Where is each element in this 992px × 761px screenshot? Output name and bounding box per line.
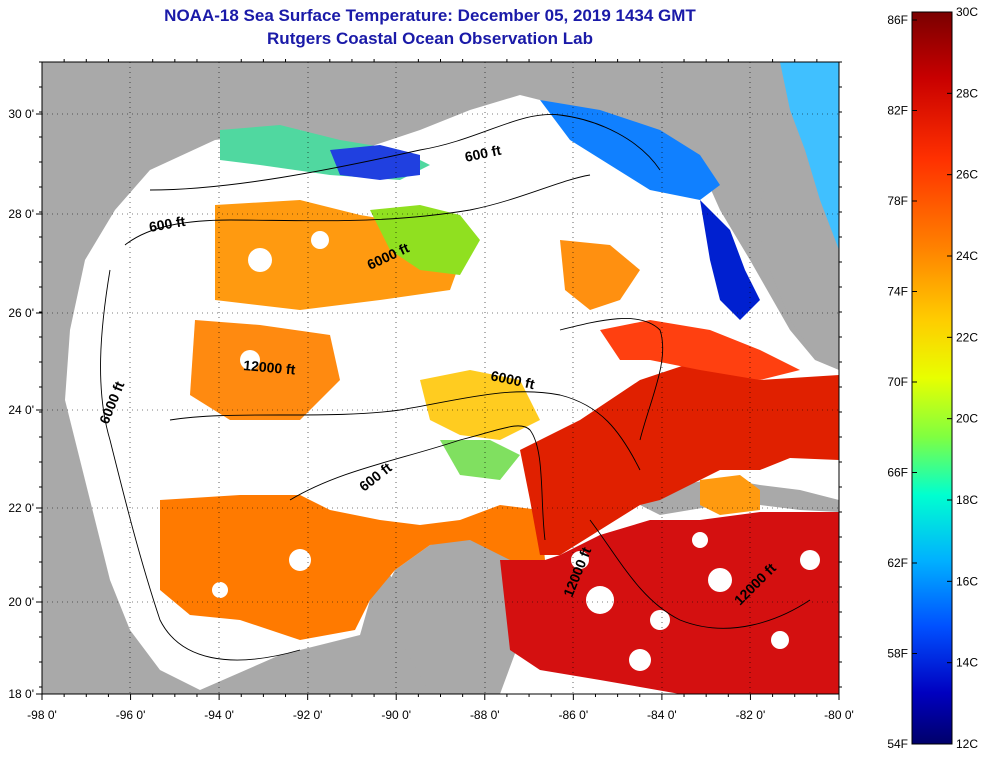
sst-patches (160, 62, 839, 694)
map-title: NOAA-18 Sea Surface Temperature: Decembe… (164, 6, 696, 25)
cloud-speckle (212, 231, 820, 671)
colorbar-f-label: 86F (887, 13, 908, 27)
y-tick-label: 28 0' (8, 207, 34, 221)
colorbar-celsius-labels: 30C 28C 26C 24C 22C 20C 18C 16C 14C 12C (947, 5, 978, 751)
contour-label: 12000 ft (243, 357, 297, 378)
y-tick-label: 30 0' (8, 107, 34, 121)
y-tick-label: 22 0' (8, 501, 34, 515)
colorbar-c-label: 28C (956, 86, 978, 100)
y-tick-label: 20 0' (8, 595, 34, 609)
y-axis-ticks: 30 0' 28 0' 26 0' 24 0' 22 0' 20 0' 18 0' (8, 61, 842, 701)
x-tick-label: -86 0' (559, 708, 589, 722)
x-tick-label: -84 0' (647, 708, 677, 722)
colorbar-f-label: 58F (887, 647, 908, 661)
colorbar-f-label: 70F (887, 375, 908, 389)
x-tick-label: -80 0' (824, 708, 854, 722)
colorbar-f-label: 74F (887, 285, 908, 299)
colorbar-f-label: 54F (887, 737, 908, 751)
colorbar-c-label: 20C (956, 412, 978, 426)
colorbar (911, 11, 953, 745)
colorbar-c-label: 12C (956, 737, 978, 751)
colorbar-c-label: 30C (956, 5, 978, 19)
contour-label: 600 ft (148, 213, 187, 235)
colorbar-c-label: 26C (956, 168, 978, 182)
y-tick-label: 18 0' (8, 687, 34, 701)
colorbar-c-label: 18C (956, 493, 978, 507)
x-tick-label: -96 0' (116, 708, 146, 722)
colorbar-f-label: 78F (887, 194, 908, 208)
colorbar-c-label: 14C (956, 656, 978, 670)
colorbar-c-label: 16C (956, 574, 978, 588)
x-axis-ticks: -98 0' -96 0' -94 0' -92 0' -90 0' -88 0' -86 … (27, 59, 854, 722)
x-tick-label: -94 0' (204, 708, 234, 722)
colorbar-c-label: 24C (956, 249, 978, 263)
bathymetry-contours (100, 113, 811, 661)
x-tick-label: -82 0' (736, 708, 766, 722)
x-tick-label: -92 0' (293, 708, 323, 722)
map-subtitle: Rutgers Coastal Ocean Observation Lab (267, 29, 593, 48)
x-tick-label: -98 0' (27, 708, 57, 722)
colorbar-f-label: 66F (887, 466, 908, 480)
y-tick-label: 26 0' (8, 306, 34, 320)
colorbar-fahrenheit-labels: 86F 82F 78F 74F 70F 66F 62F 58F 54F (887, 13, 917, 751)
colorbar-f-label: 62F (887, 556, 908, 570)
grid-lines (42, 62, 839, 694)
x-tick-label: -90 0' (381, 708, 411, 722)
contour-label: 600 ft (463, 142, 502, 165)
y-tick-label: 24 0' (8, 403, 34, 417)
colorbar-f-label: 82F (887, 104, 908, 118)
colorbar-c-label: 22C (956, 330, 978, 344)
x-tick-label: -88 0' (470, 708, 500, 722)
